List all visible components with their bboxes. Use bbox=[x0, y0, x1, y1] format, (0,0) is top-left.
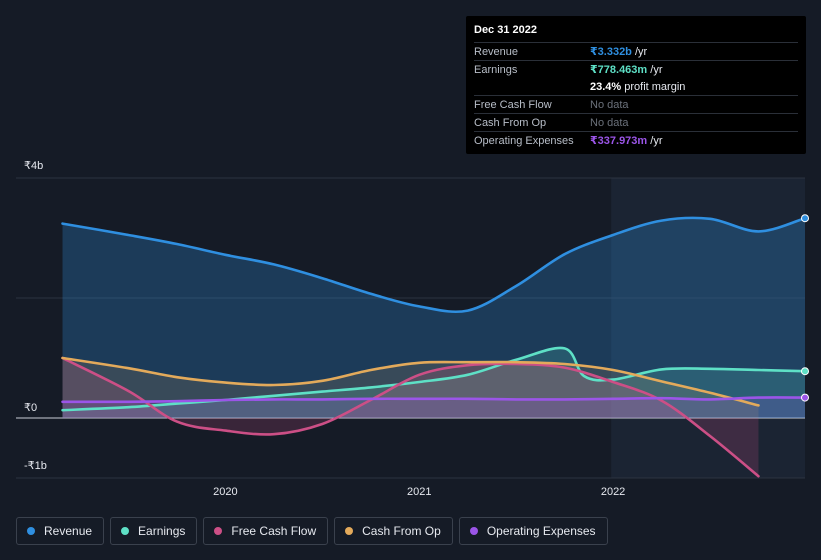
legend-item-operating-expenses[interactable]: Operating Expenses bbox=[458, 517, 608, 545]
tooltip-row-value: ₹3.332b /yr bbox=[590, 46, 648, 58]
x-tick-label: 2020 bbox=[213, 486, 237, 498]
legend-label: Cash From Op bbox=[362, 524, 441, 538]
legend-dot-icon bbox=[345, 527, 354, 535]
tooltip-row-value: 23.4% profit margin bbox=[590, 80, 686, 93]
legend-item-free-cash-flow[interactable]: Free Cash Flow bbox=[203, 517, 329, 545]
legend-item-earnings[interactable]: Earnings bbox=[110, 517, 198, 545]
x-tick-label: 2022 bbox=[601, 486, 625, 498]
tooltip-row-label: Earnings bbox=[474, 63, 518, 76]
tooltip-row-label: Operating Expenses bbox=[474, 134, 574, 147]
tooltip-row-value: ₹778.463m /yr bbox=[590, 64, 663, 76]
endpoint-earnings bbox=[801, 367, 809, 376]
legend-dot-icon bbox=[121, 527, 130, 535]
series-endpoints bbox=[801, 214, 809, 402]
tooltip-row: Earnings ₹778.463m /yr bbox=[474, 60, 798, 78]
tooltip-row: Cash From Op No data bbox=[474, 113, 798, 131]
legend-dot-icon bbox=[214, 527, 223, 535]
endpoint-revenue bbox=[801, 214, 809, 223]
y-tick-label: ₹0 bbox=[24, 402, 37, 414]
legend-label: Revenue bbox=[44, 524, 93, 538]
legend-label: Earnings bbox=[138, 524, 186, 538]
tooltip-row: Operating Expenses ₹337.973m /yr bbox=[474, 131, 798, 149]
series-areas bbox=[62, 217, 805, 477]
tooltip-row-label: Revenue bbox=[474, 45, 519, 58]
legend-item-revenue[interactable]: Revenue bbox=[16, 517, 105, 545]
legend: Revenue Earnings Free Cash Flow Cash From O… bbox=[16, 517, 608, 547]
tooltip-row: Free Cash Flow No data bbox=[474, 95, 798, 113]
tooltip-row: Revenue ₹3.332b /yr bbox=[474, 42, 798, 60]
tooltip-row-label: Cash From Op bbox=[474, 116, 547, 129]
tooltip-row-value: No data bbox=[590, 98, 629, 111]
line-free-cash-flow bbox=[61, 356, 760, 478]
y-tick-label: ₹4b bbox=[24, 160, 43, 172]
tooltip-row-value: ₹337.973m /yr bbox=[590, 135, 663, 147]
legend-label: Free Cash Flow bbox=[231, 524, 317, 538]
area-free-cash-flow bbox=[62, 358, 759, 477]
line-cash-from-op bbox=[61, 356, 760, 407]
x-axis: 2020 2021 2022 bbox=[213, 486, 625, 498]
grid bbox=[16, 177, 805, 479]
y-tick-label: -₹1b bbox=[24, 460, 47, 472]
legend-item-cash-from-op[interactable]: Cash From Op bbox=[334, 517, 453, 545]
y-axis: ₹4b ₹0 -₹1b bbox=[24, 160, 47, 472]
series-lines bbox=[61, 216, 807, 478]
legend-label: Operating Expenses bbox=[486, 524, 596, 538]
legend-dot-icon bbox=[469, 527, 478, 535]
tooltip-row-value: No data bbox=[590, 116, 629, 129]
line-operating-expenses bbox=[61, 396, 807, 404]
tooltip-date: Dec 31 2022 bbox=[474, 24, 537, 36]
area-operating-expenses bbox=[62, 397, 805, 418]
legend-dot-icon bbox=[27, 527, 35, 535]
tooltip-row-label: Free Cash Flow bbox=[474, 98, 552, 111]
endpoint-operating-expenses bbox=[801, 393, 809, 402]
tooltip-rows: Revenue ₹3.332b /yr Earnings ₹778.463m /yr 2… bbox=[474, 42, 798, 149]
tooltip-panel: Dec 31 2022 Revenue ₹3.332b /yr Earnings ₹7… bbox=[466, 16, 806, 154]
line-revenue bbox=[61, 216, 807, 314]
area-revenue bbox=[62, 217, 805, 418]
x-tick-label: 2021 bbox=[407, 486, 431, 498]
tooltip-row: 23.4% profit margin bbox=[474, 78, 798, 95]
